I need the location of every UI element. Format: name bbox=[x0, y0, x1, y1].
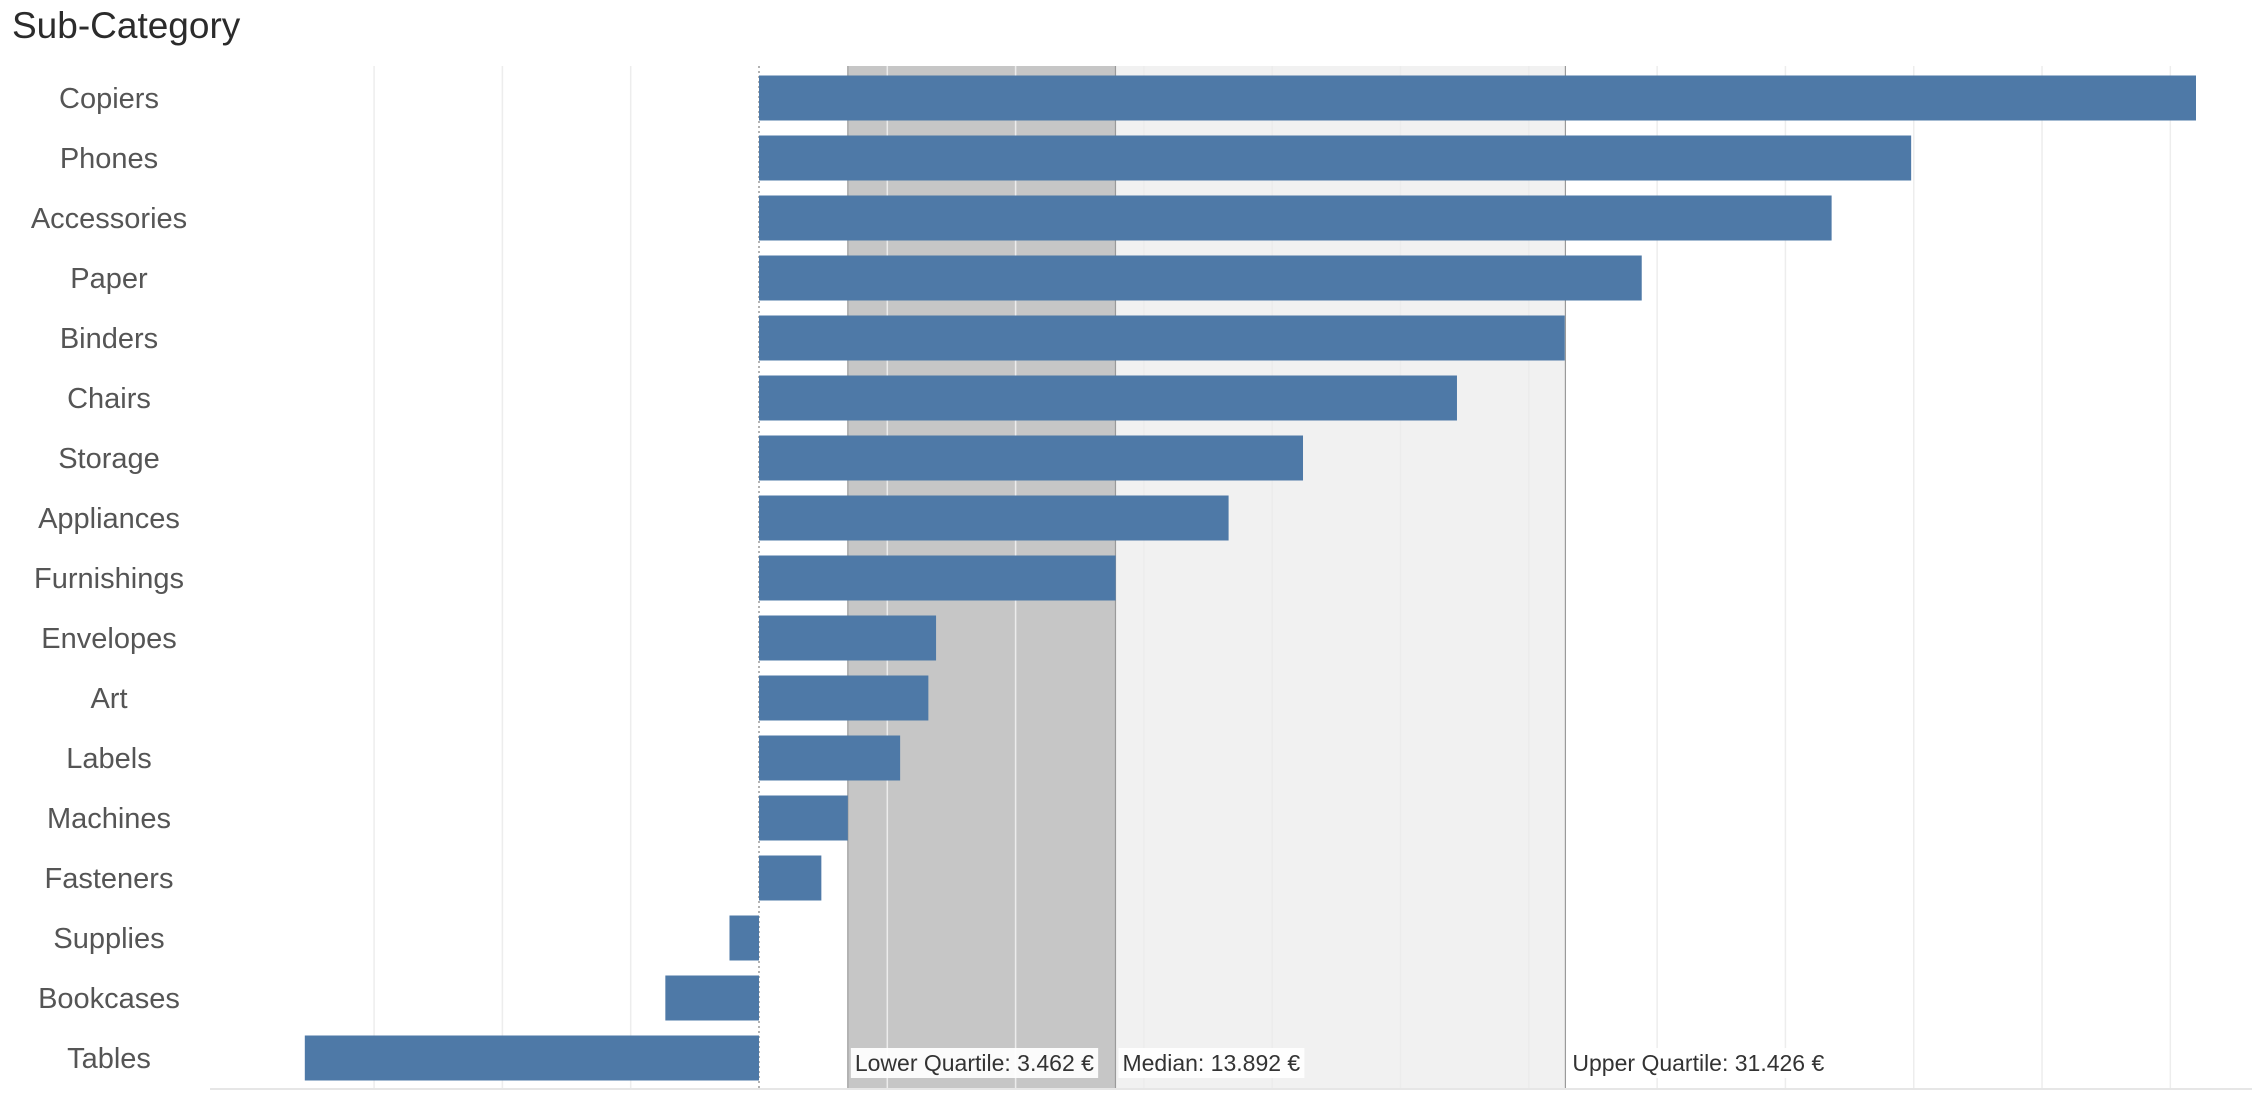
reference-label-bg bbox=[1118, 1048, 1305, 1078]
bar-fasteners bbox=[759, 855, 822, 901]
category-label-storage: Storage bbox=[58, 443, 160, 475]
bar-binders bbox=[759, 315, 1565, 361]
category-label-paper: Paper bbox=[70, 263, 148, 295]
bar-machines bbox=[759, 795, 848, 841]
category-label-furnishings: Furnishings bbox=[34, 563, 184, 595]
category-label-art: Art bbox=[90, 683, 127, 715]
bar-furnishings bbox=[759, 555, 1116, 601]
reference-label-bg bbox=[1568, 1048, 1829, 1078]
bar-bookcases bbox=[665, 975, 759, 1021]
bar-envelopes bbox=[759, 615, 937, 661]
reference-label-3: Upper Quartile: 31.426 € bbox=[1572, 1050, 1824, 1076]
bar-tables bbox=[304, 1035, 759, 1081]
category-labels: Copiers Phones Accessories Paper Binders Chai… bbox=[31, 83, 187, 1075]
bar-copiers bbox=[759, 75, 2196, 121]
category-label-tables: Tables bbox=[67, 1043, 151, 1075]
chart-header: Sub-Category bbox=[12, 5, 241, 46]
bar-supplies bbox=[729, 915, 759, 961]
category-label-fasteners: Fasteners bbox=[45, 863, 174, 895]
category-label-phones: Phones bbox=[60, 143, 158, 175]
reference-labels: Lower Quartile: 3.462 € Median: 13.892 € U… bbox=[850, 1048, 1829, 1078]
bar-appliances bbox=[759, 495, 1229, 541]
reference-label-1: Lower Quartile: 3.462 € bbox=[855, 1050, 1094, 1076]
category-label-bookcases: Bookcases bbox=[38, 983, 180, 1015]
category-label-labels: Labels bbox=[66, 743, 151, 775]
reference-label-2: Median: 13.892 € bbox=[1122, 1050, 1300, 1076]
category-label-copiers: Copiers bbox=[59, 83, 159, 115]
category-label-supplies: Supplies bbox=[53, 923, 164, 955]
category-label-envelopes: Envelopes bbox=[41, 623, 176, 655]
category-label-chairs: Chairs bbox=[67, 383, 151, 415]
bar-paper bbox=[759, 255, 1642, 301]
category-label-binders: Binders bbox=[60, 323, 158, 355]
bar-storage bbox=[759, 435, 1304, 481]
bar-labels bbox=[759, 735, 901, 781]
bar-phones bbox=[759, 135, 1912, 181]
reference-label-bg bbox=[850, 1048, 1099, 1078]
bars bbox=[304, 75, 2196, 1081]
category-label-accessories: Accessories bbox=[31, 203, 187, 235]
bar-chairs bbox=[759, 375, 1457, 421]
bar-art bbox=[759, 675, 929, 721]
category-label-appliances: Appliances bbox=[38, 503, 180, 535]
category-label-machines: Machines bbox=[47, 803, 171, 835]
bar-accessories bbox=[759, 195, 1832, 241]
